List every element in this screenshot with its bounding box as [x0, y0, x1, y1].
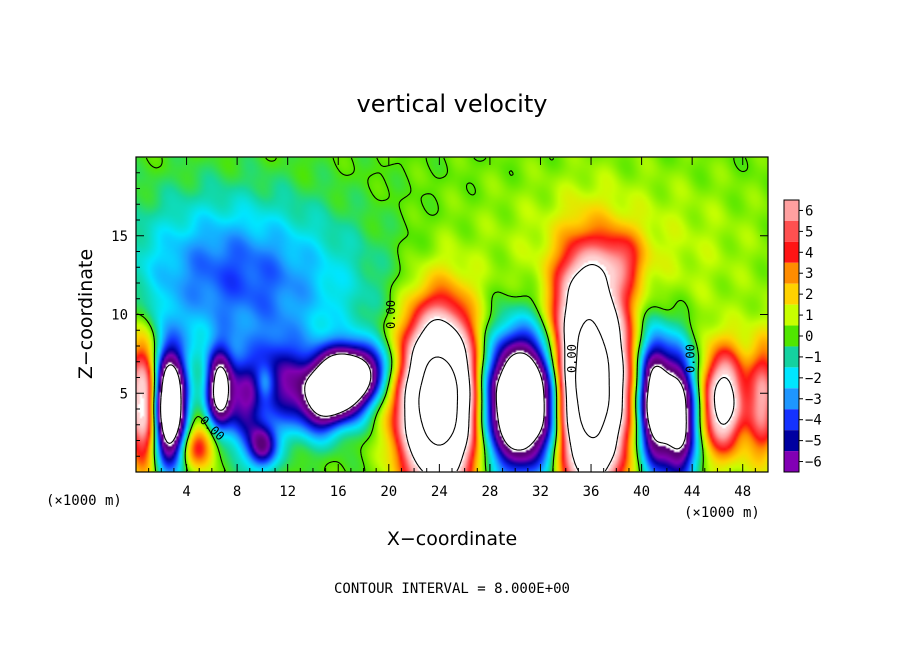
colorbar-swatch [784, 283, 799, 305]
x-tick-label: 4 [182, 484, 190, 500]
colorbar-tick-label: −1 [805, 350, 822, 366]
x-tick-label: 36 [583, 484, 600, 500]
x-tick-label: 44 [684, 484, 701, 500]
x-axis: 4 8 12 16 20 24 28 32 36 40 44 48 [148, 157, 756, 500]
x-unit-left: (×1000 m) [46, 493, 122, 509]
colorbar-tick-label: 3 [805, 266, 813, 282]
y-tick-label: 10 [111, 308, 128, 324]
contour-line [136, 157, 749, 472]
colorbar: 6 5 4 3 2 1 0 −1 −2 −3 −4 −5 −6 [783, 199, 822, 473]
colorbar-tick-label: −4 [805, 413, 822, 429]
contour-label: 0.00 [684, 344, 698, 373]
x-tick-label: 12 [279, 484, 296, 500]
colorbar-tick-label: −2 [805, 371, 822, 387]
contour-line [160, 352, 687, 451]
contour-interval-note: CONTOUR INTERVAL = 8.000E+00 [334, 581, 570, 597]
colorbar-tick-label: −3 [805, 392, 822, 408]
x-tick-label: 20 [380, 484, 397, 500]
colorbar-swatch [784, 451, 799, 472]
y-axis-label: Z−coordinate [75, 249, 97, 379]
y-axis: 5 10 15 [111, 172, 768, 457]
colorbar-swatch [784, 325, 799, 347]
contour-labels: 0.000.000.00 0.00 [197, 300, 698, 443]
colorbar-tick-label: 5 [805, 224, 813, 240]
x-tick-label: 48 [734, 484, 751, 500]
x-tick-label: 24 [431, 484, 448, 500]
colorbar-tick-label: 2 [805, 287, 813, 303]
contour-line [404, 264, 735, 472]
colorbar-swatch [784, 430, 799, 452]
colorbar-tick-label: −6 [805, 455, 822, 471]
colorbar-swatch [784, 409, 799, 431]
colorbar-tick-label: 0 [805, 329, 813, 345]
contour-label: 0.00 [384, 300, 398, 329]
colorbar-swatch [784, 304, 799, 326]
chart-title: vertical velocity [357, 90, 548, 118]
y-tick-label: 5 [120, 386, 128, 402]
contour-label: 0.00 [565, 344, 579, 373]
contour-line [418, 318, 610, 446]
colorbar-tick-label: −5 [805, 434, 822, 450]
x-tick-label: 28 [481, 484, 498, 500]
x-unit-right: (×1000 m) [684, 505, 760, 521]
velocity-field [136, 157, 768, 472]
contour-lines [136, 157, 749, 472]
colorbar-swatch [784, 388, 799, 410]
colorbar-swatch [784, 262, 799, 284]
x-tick-label: 8 [233, 484, 241, 500]
x-tick-label: 16 [330, 484, 347, 500]
colorbar-swatch [784, 367, 799, 389]
colorbar-swatch [784, 220, 799, 242]
x-tick-label: 40 [633, 484, 650, 500]
y-tick-label: 15 [111, 229, 128, 245]
colorbar-swatch [784, 346, 799, 368]
colorbar-tick-label: 6 [805, 203, 813, 219]
colorbar-swatch [784, 241, 799, 263]
colorbar-swatch [784, 200, 799, 221]
colorbar-tick-label: 4 [805, 245, 813, 261]
colorbar-tick-label: 1 [805, 308, 813, 324]
x-axis-label: X−coordinate [387, 528, 517, 550]
x-tick-label: 32 [532, 484, 549, 500]
